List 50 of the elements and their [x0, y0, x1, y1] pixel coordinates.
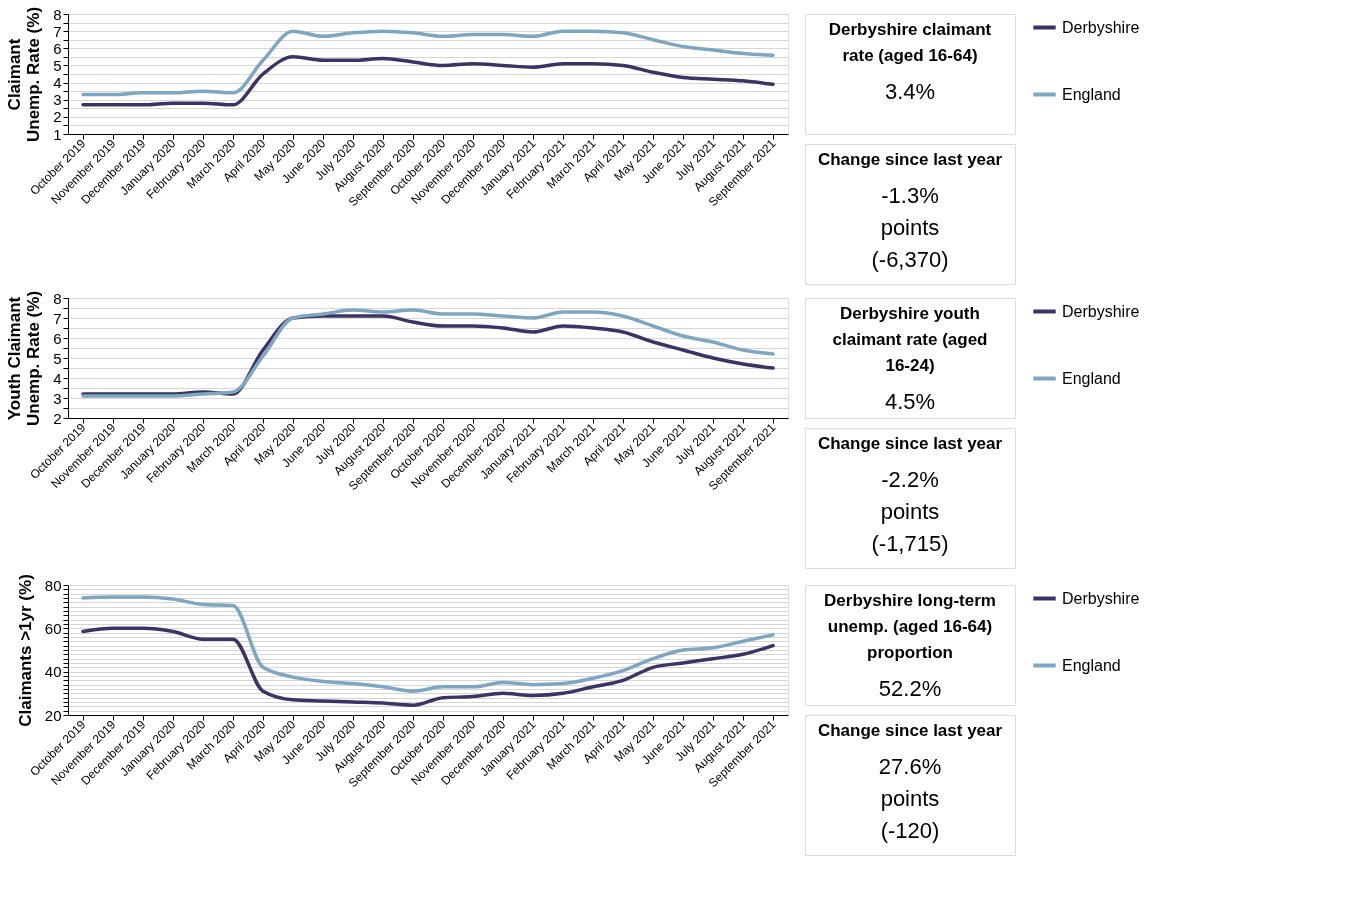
- y-tick-label: 7: [53, 309, 62, 327]
- y-tick-label: 5: [53, 56, 62, 74]
- y-tick-label: 8: [53, 289, 62, 307]
- y-tick-label: 8: [53, 5, 62, 23]
- text: (-120): [880, 818, 940, 843]
- y-tick-label: 2: [53, 108, 62, 126]
- y-tick-label: 4: [53, 74, 62, 92]
- y-tick-label: 4: [53, 369, 62, 387]
- text: Derbyshire long-term unemp. (aged 16-64) proportion: [824, 591, 996, 662]
- legend-label: England: [1062, 656, 1121, 674]
- line-series: [81, 595, 775, 693]
- text: 52.2%: [878, 676, 942, 701]
- legend-label: Derbyshire: [1062, 18, 1140, 36]
- text: -2.2%: [881, 467, 939, 492]
- line-series: [81, 55, 775, 107]
- text: 27.6%: [878, 754, 942, 779]
- text: points: [880, 215, 940, 240]
- text: Derbyshire claimant rate (aged 16-64): [828, 20, 992, 65]
- text: Derbyshire youth claimant rate (aged 16-24): [832, 304, 988, 375]
- y-tick-label: 3: [53, 91, 62, 109]
- legend-label: England: [1062, 85, 1121, 103]
- text: points: [880, 499, 940, 524]
- text: 4.5%: [884, 389, 936, 414]
- y-axis-title: Youth Claimant Unemp. Rate (%): [5, 290, 44, 427]
- y-tick-label: 5: [53, 349, 62, 367]
- y-tick-label: 20: [44, 706, 62, 724]
- y-tick-label: 40: [44, 663, 62, 681]
- y-tick-label: 60: [44, 619, 62, 637]
- text: (-6,370): [871, 247, 949, 272]
- legend-label: Derbyshire: [1062, 589, 1140, 607]
- text: (-1,715): [871, 531, 949, 556]
- line-series: [81, 29, 775, 97]
- y-tick-label: 80: [44, 576, 62, 594]
- text: Change since last year: [817, 721, 1003, 740]
- text: 3.4%: [884, 79, 936, 104]
- text: Change since last year: [817, 434, 1003, 453]
- y-tick-label: 6: [53, 39, 62, 57]
- y-tick-label: 1: [53, 125, 62, 143]
- y-axis-title: Claimants >1yr (%): [15, 574, 35, 727]
- text: points: [880, 786, 940, 811]
- y-tick-label: 6: [53, 329, 62, 347]
- text: -1.3%: [881, 183, 939, 208]
- y-tick-label: 7: [53, 22, 62, 40]
- legend-label: England: [1062, 369, 1121, 387]
- y-tick-label: 2: [53, 409, 62, 427]
- y-tick-label: 3: [53, 389, 62, 407]
- line-series: [81, 626, 775, 707]
- legend-label: Derbyshire: [1062, 302, 1140, 320]
- y-axis-title: Claimant Unemp. Rate (%): [5, 6, 44, 143]
- text: Change since last year: [817, 150, 1003, 169]
